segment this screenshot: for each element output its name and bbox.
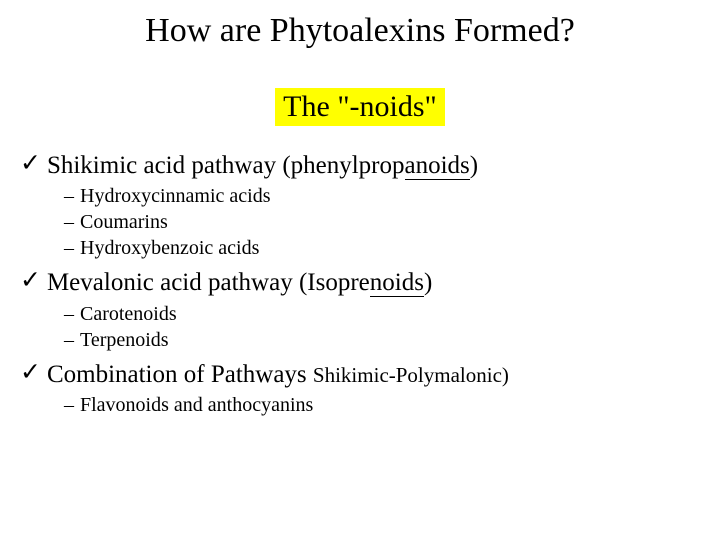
check-icon: ✓ [20, 359, 41, 387]
sub-item: – Coumarins [64, 209, 700, 235]
sub-text: Terpenoids [80, 327, 169, 353]
sub-list-combination: – Flavonoids and anthocyanins [64, 392, 700, 418]
sub-text: Flavonoids and anthocyanins [80, 392, 313, 418]
bullet-text: Mevalonic acid pathway (Isoprenoids) [47, 267, 432, 298]
check-icon: ✓ [20, 150, 41, 178]
sub-list-mevalonic: – Carotenoids – Terpenoids [64, 301, 700, 353]
check-icon: ✓ [20, 267, 41, 295]
sub-text: Coumarins [80, 209, 168, 235]
sub-text: Hydroxybenzoic acids [80, 235, 259, 261]
dash-icon: – [64, 327, 74, 353]
text-prefix: Combination of Pathways [47, 361, 313, 388]
text-prefix: Shikimic acid pathway (phenylprop [47, 152, 405, 179]
bullet-text: Combination of Pathways Shikimic-Polymal… [47, 359, 509, 390]
text-underlined: noids [370, 269, 424, 297]
sub-item: – Terpenoids [64, 327, 700, 353]
text-prefix: Mevalonic acid pathway (Isopre [47, 269, 370, 296]
dash-icon: – [64, 183, 74, 209]
slide-title: How are Phytoalexins Formed? [20, 12, 700, 50]
dash-icon: – [64, 301, 74, 327]
text-small: Shikimic-Polymalonic) [313, 363, 509, 387]
sub-item: – Hydroxycinnamic acids [64, 183, 700, 209]
text-suffix: ) [424, 269, 432, 296]
sub-item: – Hydroxybenzoic acids [64, 235, 700, 261]
sub-item: – Flavonoids and anthocyanins [64, 392, 700, 418]
dash-icon: – [64, 392, 74, 418]
sub-list-shikimic: – Hydroxycinnamic acids – Coumarins – Hy… [64, 183, 700, 261]
sub-text: Hydroxycinnamic acids [80, 183, 271, 209]
sub-item: – Carotenoids [64, 301, 700, 327]
dash-icon: – [64, 209, 74, 235]
slide-subtitle: The "-noids" [275, 88, 445, 126]
dash-icon: – [64, 235, 74, 261]
subtitle-container: The "-noids" [20, 88, 700, 126]
bullet-text: Shikimic acid pathway (phenylpropanoids) [47, 150, 478, 181]
text-suffix: ) [470, 152, 478, 179]
bullet-item-mevalonic: ✓ Mevalonic acid pathway (Isoprenoids) [20, 267, 700, 298]
text-underlined: anoids [405, 152, 470, 180]
bullet-item-shikimic: ✓ Shikimic acid pathway (phenylpropanoid… [20, 150, 700, 181]
slide-content: How are Phytoalexins Formed? The "-noids… [0, 0, 720, 418]
bullet-item-combination: ✓ Combination of Pathways Shikimic-Polym… [20, 359, 700, 390]
sub-text: Carotenoids [80, 301, 177, 327]
